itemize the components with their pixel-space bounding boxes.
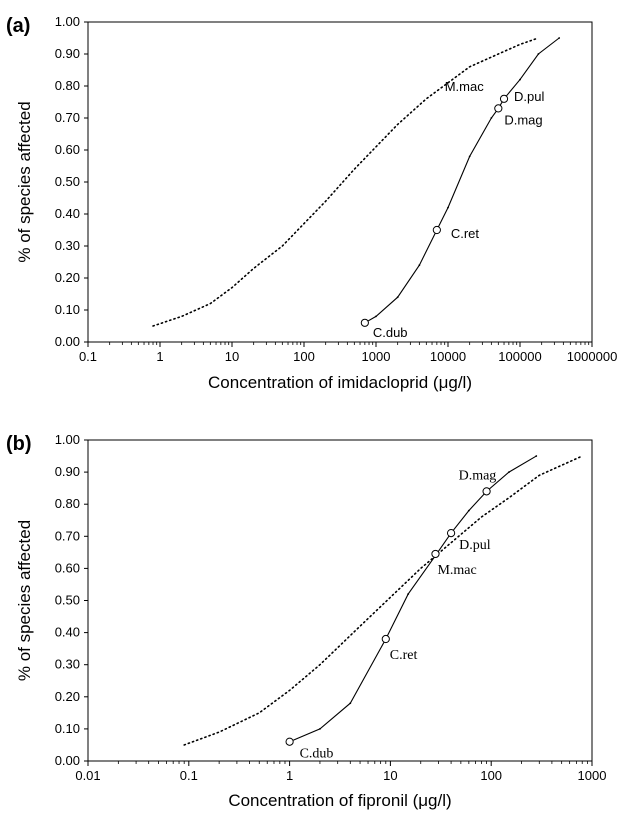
y-axis-title: % of species affected (15, 520, 34, 681)
y-tick-label: 0.60 (55, 142, 80, 157)
series-vertex (467, 509, 470, 512)
series-vertex (558, 37, 561, 39)
y-tick-label: 0.20 (55, 270, 80, 285)
x-tick-label: 1000 (362, 349, 391, 364)
series-vertex (535, 455, 538, 457)
species-point-marker (432, 225, 441, 235)
species-point-label: C.ret (390, 648, 418, 663)
series-vertex (418, 264, 421, 267)
y-tick-label: 0.50 (55, 593, 80, 608)
y-tick-label: 0.80 (55, 496, 80, 511)
solid-series-line (289, 455, 537, 743)
species-point-marker (431, 549, 440, 559)
y-tick-label: 0.70 (55, 110, 80, 125)
x-axis-title: Concentration of imidacloprid (μg/l) (208, 373, 472, 392)
y-tick-label: 0.10 (55, 721, 80, 736)
x-axis-title: Concentration of fipronil (μg/l) (228, 791, 451, 810)
y-tick-label: 1.00 (55, 432, 80, 447)
x-tick-label: 100 (480, 768, 502, 783)
species-point-marker (494, 104, 503, 113)
species-point-label: C.ret (451, 226, 480, 241)
species-point-marker (446, 528, 456, 538)
species-point-label: D.mag (504, 112, 542, 127)
panel-letter: (a) (6, 15, 30, 37)
species-point-label: C.dub (300, 747, 334, 762)
y-tick-label: 0.30 (55, 238, 80, 253)
y-tick-label: 0.10 (55, 302, 80, 317)
x-tick-label: 0.01 (75, 768, 100, 783)
y-tick-label: 0.50 (55, 174, 80, 189)
y-tick-label: 0.60 (55, 560, 80, 575)
dotted-series-line (152, 37, 540, 327)
annotation-label: M.mac (445, 79, 485, 94)
x-tick-label: 0.1 (180, 768, 198, 783)
chart-panel-b: (b) 0.00 0.10 0.20 0.30 0.40 0.50 0.60 0.70 0.80 0… (6, 432, 606, 810)
series-vertex (537, 53, 540, 55)
series-vertex (490, 117, 493, 119)
plot-frame (87, 439, 593, 762)
y-tick-label: 0.00 (55, 753, 80, 768)
dotted-series-line (183, 455, 584, 746)
series-vertex (468, 155, 471, 158)
series-vertex (349, 702, 352, 705)
y-tick-label: 0.40 (55, 206, 80, 221)
species-point-label: C.dub (373, 325, 408, 340)
y-tick-label: 0.40 (55, 625, 80, 640)
x-tick-label: 10000 (430, 349, 466, 364)
y-tick-label: 0.80 (55, 78, 80, 93)
x-tick-label: 100000 (498, 349, 541, 364)
y-axis-title: % of species affected (15, 101, 34, 262)
species-point-marker (381, 634, 390, 644)
x-tick-label: 100 (293, 349, 315, 364)
species-point-label: D.mag (459, 468, 497, 483)
species-point-marker (285, 737, 294, 746)
panel-letter: (b) (6, 433, 32, 455)
x-tick-label: 10 (383, 768, 397, 783)
y-tick-label: 0.30 (55, 657, 80, 672)
x-tick-label: 10 (225, 349, 239, 364)
species-point-marker (499, 94, 509, 103)
species-point-label: D.pul (514, 89, 544, 104)
x-tick-label: 0.1 (79, 349, 97, 364)
series-vertex (396, 296, 399, 299)
series-vertex (508, 471, 510, 473)
species-point-marker (482, 487, 491, 496)
y-tick-label: 0.20 (55, 689, 80, 704)
y-tick-label: 0.00 (55, 334, 80, 349)
species-point-label: M.mac (437, 563, 476, 578)
y-tick-label: 0.90 (55, 46, 80, 61)
y-tick-label: 1.00 (55, 14, 80, 29)
series-vertex (519, 78, 521, 81)
plot-frame (87, 21, 593, 343)
x-tick-label: 1000 (578, 768, 607, 783)
species-point-marker (360, 318, 369, 327)
series-vertex (319, 728, 321, 730)
series-vertex (375, 315, 377, 318)
chart-panel-a: (a) 0.00 0.10 0.20 0.30 0.40 0.50 0.60 0.70 0.80 0… (6, 14, 617, 392)
series-vertex (447, 206, 449, 209)
species-point-label: D.pul (459, 538, 491, 553)
x-tick-label: 1 (286, 768, 293, 783)
y-tick-label: 0.90 (55, 464, 80, 479)
x-tick-label: 1000000 (567, 349, 618, 364)
y-tick-label: 0.70 (55, 528, 80, 543)
series-vertex (407, 593, 410, 595)
x-tick-label: 1 (156, 349, 163, 364)
